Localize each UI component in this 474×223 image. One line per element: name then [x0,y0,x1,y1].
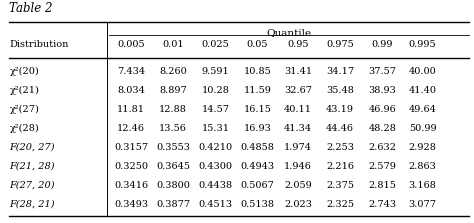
Text: F(21, 28): F(21, 28) [9,162,55,171]
Text: 2.216: 2.216 [326,162,354,171]
Text: 0.3157: 0.3157 [114,143,148,152]
Text: 12.46: 12.46 [117,124,145,133]
Text: 9.591: 9.591 [201,67,229,76]
Text: 0.975: 0.975 [326,40,354,49]
Text: 0.5067: 0.5067 [241,181,274,190]
Text: 2.375: 2.375 [326,181,354,190]
Text: 38.93: 38.93 [368,86,396,95]
Text: 0.995: 0.995 [409,40,437,49]
Text: Distribution: Distribution [9,40,69,49]
Text: 49.64: 49.64 [409,105,437,114]
Text: 2.632: 2.632 [368,143,396,152]
Text: 0.99: 0.99 [372,40,393,49]
Text: 0.4438: 0.4438 [199,181,232,190]
Text: 43.19: 43.19 [326,105,354,114]
Text: F(28, 21): F(28, 21) [9,200,55,209]
Text: 0.95: 0.95 [287,40,309,49]
Text: 2.023: 2.023 [284,200,312,209]
Text: 0.025: 0.025 [201,40,229,49]
Text: 32.67: 32.67 [284,86,312,95]
Text: 7.434: 7.434 [117,67,145,76]
Text: 2.325: 2.325 [326,200,354,209]
Text: 10.28: 10.28 [201,86,229,95]
Text: Quantile: Quantile [266,28,312,37]
Text: 3.168: 3.168 [409,181,437,190]
Text: 0.3645: 0.3645 [156,162,190,171]
Text: 2.815: 2.815 [368,181,396,190]
Text: 2.863: 2.863 [409,162,437,171]
Text: 0.4858: 0.4858 [241,143,274,152]
Text: 50.99: 50.99 [409,124,437,133]
Text: Table 2: Table 2 [9,2,53,15]
Text: 0.3553: 0.3553 [156,143,190,152]
Text: χ²(28): χ²(28) [9,124,39,133]
Text: F(27, 20): F(27, 20) [9,181,55,190]
Text: χ²(21): χ²(21) [9,86,39,95]
Text: 3.077: 3.077 [409,200,437,209]
Text: 34.17: 34.17 [326,67,354,76]
Text: 8.034: 8.034 [117,86,145,95]
Text: 16.93: 16.93 [244,124,272,133]
Text: 8.897: 8.897 [159,86,187,95]
Text: F(20, 27): F(20, 27) [9,143,55,152]
Text: 1.946: 1.946 [284,162,312,171]
Text: 41.34: 41.34 [284,124,312,133]
Text: 0.01: 0.01 [163,40,184,49]
Text: 2.253: 2.253 [326,143,354,152]
Text: 10.85: 10.85 [244,67,272,76]
Text: 0.4513: 0.4513 [199,200,232,209]
Text: 0.3250: 0.3250 [114,162,148,171]
Text: 2.928: 2.928 [409,143,437,152]
Text: 12.88: 12.88 [159,105,187,114]
Text: 48.28: 48.28 [368,124,396,133]
Text: 44.46: 44.46 [326,124,354,133]
Text: 2.743: 2.743 [368,200,396,209]
Text: 2.579: 2.579 [368,162,396,171]
Text: 16.15: 16.15 [244,105,272,114]
Text: 41.40: 41.40 [409,86,437,95]
Text: 14.57: 14.57 [201,105,229,114]
Text: 15.31: 15.31 [201,124,229,133]
Text: 40.11: 40.11 [284,105,312,114]
Text: 40.00: 40.00 [409,67,437,76]
Text: 11.81: 11.81 [117,105,145,114]
Text: χ²(20): χ²(20) [9,67,39,76]
Text: 13.56: 13.56 [159,124,187,133]
Text: 0.5138: 0.5138 [241,200,274,209]
Text: χ²(27): χ²(27) [9,105,39,114]
Text: 0.4300: 0.4300 [199,162,232,171]
Text: 0.005: 0.005 [117,40,145,49]
Text: 0.3877: 0.3877 [156,200,190,209]
Text: 0.4943: 0.4943 [241,162,274,171]
Text: 0.05: 0.05 [247,40,268,49]
Text: 8.260: 8.260 [159,67,187,76]
Text: 0.3493: 0.3493 [114,200,148,209]
Text: 0.3416: 0.3416 [114,181,148,190]
Text: 31.41: 31.41 [284,67,312,76]
Text: 2.059: 2.059 [284,181,312,190]
Text: 0.4210: 0.4210 [199,143,232,152]
Text: 0.3800: 0.3800 [156,181,190,190]
Text: 46.96: 46.96 [368,105,396,114]
Text: 11.59: 11.59 [244,86,272,95]
Text: 37.57: 37.57 [368,67,396,76]
Text: 35.48: 35.48 [326,86,354,95]
Text: 1.974: 1.974 [284,143,312,152]
